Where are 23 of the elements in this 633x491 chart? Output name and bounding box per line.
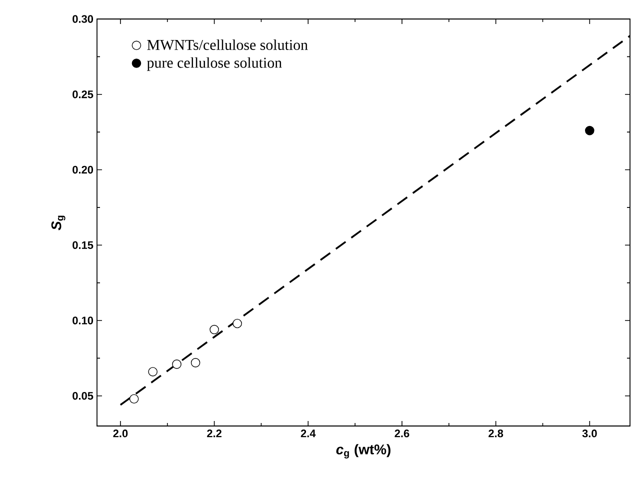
x-tick-label: 2.8 bbox=[488, 430, 504, 438]
y-tick-label: 0.25 bbox=[72, 90, 94, 98]
point bbox=[148, 367, 158, 376]
x-tick-label: 2.0 bbox=[113, 430, 128, 438]
point bbox=[172, 360, 182, 369]
y-tick-label: 0.05 bbox=[72, 392, 94, 400]
x-tick-label: 3.0 bbox=[582, 430, 597, 438]
x-tick-label: 2.2 bbox=[207, 430, 222, 438]
x-tick-label: 2.4 bbox=[300, 430, 316, 438]
y-tick-label: 0.20 bbox=[72, 166, 94, 174]
y-tick-label: 0.15 bbox=[72, 241, 94, 249]
y-tick-label: 0.10 bbox=[72, 316, 94, 324]
point bbox=[190, 358, 200, 368]
point bbox=[232, 318, 242, 328]
y-axis-title: S$_{g}$ bbox=[51, 216, 66, 230]
x-tick-label: 2.6 bbox=[394, 430, 410, 438]
point bbox=[129, 394, 139, 404]
y-tick-label: 0.30 bbox=[72, 15, 94, 23]
point bbox=[585, 126, 594, 136]
legend-label: pure cellulose solution bbox=[147, 57, 282, 71]
point bbox=[210, 324, 219, 334]
legend-label: MWNTs/cellulose solution bbox=[147, 39, 308, 50]
x-axis-title: c$_{g}$ (wt%) bbox=[336, 444, 390, 458]
